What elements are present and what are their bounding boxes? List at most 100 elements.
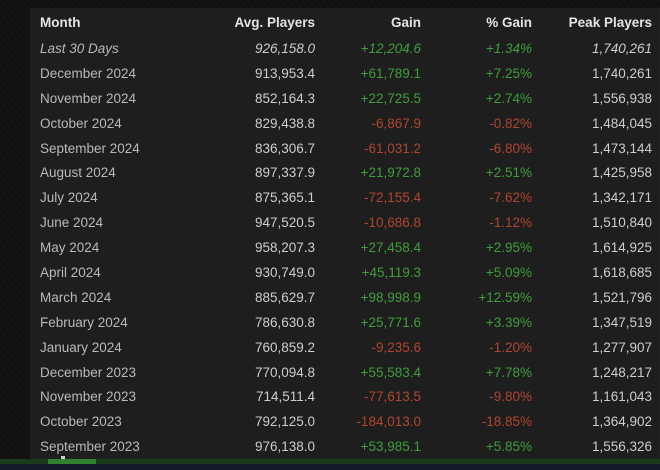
avg-players-cell: 897,337.9 — [254, 165, 315, 181]
pct-gain-cell: +7.78% — [485, 364, 532, 380]
seekbar-played-segment — [48, 459, 96, 464]
avg-players-cell: 926,158.0 — [254, 40, 315, 56]
gain-cell: -72,155.4 — [363, 190, 421, 206]
peak-players-cell: 1,510,840 — [591, 215, 652, 231]
avg-players-cell: 885,629.7 — [254, 289, 315, 305]
gain-cell: +22,725.5 — [360, 90, 421, 106]
peak-players-cell: 1,342,171 — [591, 190, 652, 206]
pct-gain-cell: +12.59% — [478, 289, 532, 305]
header-month: Month — [40, 14, 81, 30]
pct-gain-cell: +2.51% — [485, 165, 532, 181]
gain-cell: -77,613.5 — [363, 389, 421, 405]
peak-players-cell: 1,473,144 — [591, 140, 652, 156]
table-row: Last 30 Days 926,158.0 +12,204.6 +1.34% … — [30, 36, 660, 61]
pct-gain-cell: +5.09% — [485, 264, 532, 280]
pct-gain-cell: -9.80% — [489, 389, 532, 405]
avg-players-cell: 913,953.4 — [254, 65, 315, 81]
peak-players-cell: 1,484,045 — [591, 115, 652, 131]
month-cell: February 2024 — [40, 314, 128, 330]
avg-players-cell: 947,520.5 — [254, 215, 315, 231]
seekbar-playhead-tick[interactable] — [61, 456, 65, 459]
gain-cell: +27,458.4 — [360, 240, 421, 256]
avg-players-cell: 958,207.3 — [254, 240, 315, 256]
table-row: September 2024 836,306.7 -61,031.2 -6.80… — [30, 136, 660, 161]
month-cell: December 2024 — [40, 65, 137, 81]
header-avg-players: Avg. Players — [234, 14, 315, 30]
peak-players-cell: 1,740,261 — [591, 40, 652, 56]
peak-players-cell: 1,161,043 — [591, 389, 652, 405]
month-cell: January 2024 — [40, 339, 122, 355]
avg-players-cell: 829,438.8 — [254, 115, 315, 131]
table-row: September 2023 976,138.0 +53,985.1 +5.85… — [30, 434, 660, 459]
gain-cell: +61,789.1 — [360, 65, 421, 81]
pct-gain-cell: +5.85% — [485, 439, 532, 455]
table-row: October 2023 792,125.0 -184,013.0 -18.85… — [30, 409, 660, 434]
peak-players-cell: 1,364,902 — [591, 414, 652, 430]
video-seekbar[interactable] — [0, 456, 660, 464]
pct-gain-cell: -18.85% — [481, 414, 532, 430]
avg-players-cell: 786,630.8 — [254, 314, 315, 330]
peak-players-cell: 1,556,326 — [591, 439, 652, 455]
bottom-navy-strip — [0, 464, 660, 470]
table-row: July 2024 875,365.1 -72,155.4 -7.62% 1,3… — [30, 185, 660, 210]
pct-gain-cell: +2.95% — [485, 240, 532, 256]
pct-gain-cell: -6.80% — [489, 140, 532, 156]
month-cell: Last 30 Days — [40, 40, 119, 56]
gain-cell: -9,235.6 — [371, 339, 421, 355]
gain-cell: +98,998.9 — [360, 289, 421, 305]
gain-cell: +45,119.3 — [361, 264, 421, 280]
player-stats-table: Month Avg. Players Gain % Gain Peak Play… — [30, 8, 660, 459]
avg-players-cell: 792,125.0 — [254, 414, 315, 430]
month-cell: December 2023 — [40, 364, 137, 380]
header-peak-players: Peak Players — [568, 14, 652, 30]
gain-cell: -61,031.2 — [363, 140, 421, 156]
avg-players-cell: 930,749.0 — [254, 264, 315, 280]
pct-gain-cell: +7.25% — [485, 65, 532, 81]
peak-players-cell: 1,277,907 — [591, 339, 652, 355]
header-pct-gain: % Gain — [486, 14, 532, 30]
avg-players-cell: 770,094.8 — [254, 364, 315, 380]
table-row: February 2024 786,630.8 +25,771.6 +3.39%… — [30, 310, 660, 335]
pct-gain-cell: +3.39% — [485, 314, 532, 330]
month-cell: September 2023 — [40, 439, 140, 455]
peak-players-cell: 1,425,958 — [591, 165, 652, 181]
peak-players-cell: 1,556,938 — [591, 90, 652, 106]
pct-gain-cell: +1.34% — [485, 40, 532, 56]
gain-cell: +12,204.6 — [360, 40, 421, 56]
avg-players-cell: 836,306.7 — [254, 140, 315, 156]
table-row: December 2024 913,953.4 +61,789.1 +7.25%… — [30, 61, 660, 86]
table-row: November 2024 852,164.3 +22,725.5 +2.74%… — [30, 86, 660, 111]
peak-players-cell: 1,248,217 — [591, 364, 652, 380]
pct-gain-cell: -7.62% — [489, 190, 532, 206]
peak-players-cell: 1,618,685 — [591, 264, 652, 280]
month-cell: May 2024 — [40, 240, 100, 256]
player-stats-table-container: Month Avg. Players Gain % Gain Peak Play… — [30, 8, 660, 459]
peak-players-cell: 1,347,519 — [591, 314, 652, 330]
avg-players-cell: 714,511.4 — [255, 389, 315, 405]
month-cell: November 2023 — [40, 389, 137, 405]
table-row: August 2024 897,337.9 +21,972.8 +2.51% 1… — [30, 160, 660, 185]
month-cell: June 2024 — [40, 215, 104, 231]
peak-players-cell: 1,521,796 — [591, 289, 652, 305]
avg-players-cell: 852,164.3 — [254, 90, 315, 106]
header-gain: Gain — [390, 14, 421, 30]
gain-cell: -184,013.0 — [356, 414, 421, 430]
table-row: October 2024 829,438.8 -6,867.9 -0.82% 1… — [30, 111, 660, 136]
table-row: April 2024 930,749.0 +45,119.3 +5.09% 1,… — [30, 260, 660, 285]
month-cell: July 2024 — [40, 190, 98, 206]
gain-cell: +55,583.4 — [360, 364, 421, 380]
pct-gain-cell: -1.12% — [489, 215, 532, 231]
gain-cell: +21,972.8 — [360, 165, 421, 181]
peak-players-cell: 1,614,925 — [591, 240, 652, 256]
table-row: March 2024 885,629.7 +98,998.9 +12.59% 1… — [30, 285, 660, 310]
table-row: November 2023 714,511.4 -77,613.5 -9.80%… — [30, 384, 660, 409]
peak-players-cell: 1,740,261 — [591, 65, 652, 81]
table-row: May 2024 958,207.3 +27,458.4 +2.95% 1,61… — [30, 235, 660, 260]
pct-gain-cell: -1.20% — [489, 339, 532, 355]
gain-cell: +53,985.1 — [360, 439, 421, 455]
table-row: December 2023 770,094.8 +55,583.4 +7.78%… — [30, 360, 660, 385]
table-header-row: Month Avg. Players Gain % Gain Peak Play… — [30, 8, 660, 36]
table-row: June 2024 947,520.5 -10,686.8 -1.12% 1,5… — [30, 210, 660, 235]
month-cell: November 2024 — [40, 90, 137, 106]
pct-gain-cell: -0.82% — [489, 115, 532, 131]
